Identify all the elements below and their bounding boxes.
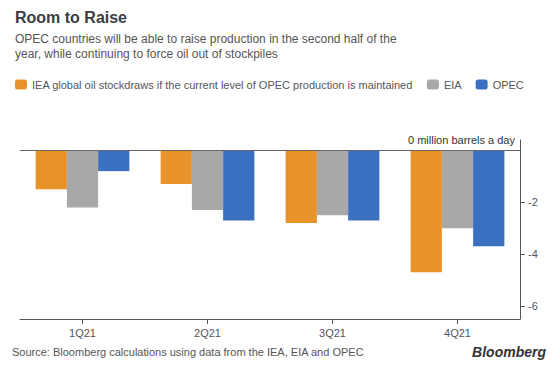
- svg-text:2Q21: 2Q21: [194, 327, 221, 339]
- svg-text:year, while continuing to forc: year, while continuing to force oil out …: [15, 47, 278, 61]
- svg-text:Source: Bloomberg calculations: Source: Bloomberg calculations using dat…: [12, 346, 364, 358]
- svg-text:Room to Raise: Room to Raise: [15, 9, 127, 26]
- svg-text:-6: -6: [528, 300, 538, 312]
- svg-text:-2: -2: [528, 196, 538, 208]
- svg-text:Bloomberg: Bloomberg: [472, 344, 546, 360]
- svg-text:OPEC: OPEC: [493, 79, 524, 91]
- svg-text:-4: -4: [528, 248, 538, 260]
- svg-text:EIA: EIA: [444, 79, 462, 91]
- svg-text:0 million barrels a day: 0 million barrels a day: [408, 134, 515, 146]
- svg-text:IEA global oil stockdraws if t: IEA global oil stockdraws if the current…: [32, 79, 412, 91]
- svg-text:1Q21: 1Q21: [69, 327, 96, 339]
- svg-text:3Q21: 3Q21: [319, 327, 346, 339]
- svg-text:4Q21: 4Q21: [444, 327, 471, 339]
- svg-text:OPEC countries will be able to: OPEC countries will be able to raise pro…: [15, 32, 397, 46]
